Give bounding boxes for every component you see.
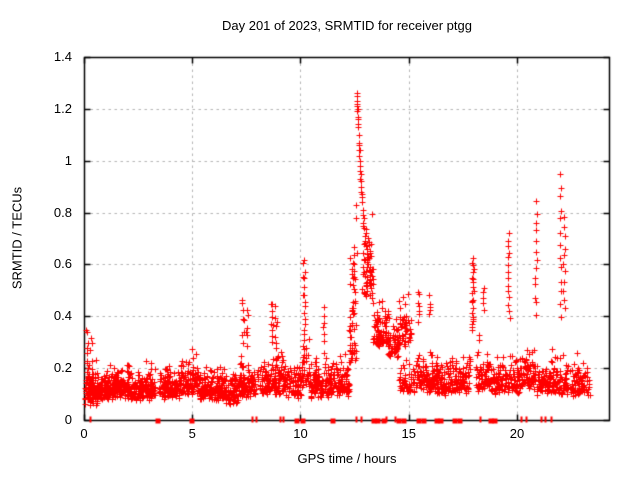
y-tick-label-1.4: 1.4 [53,49,72,64]
x-tick-label-0: 0 [80,426,88,441]
y-tick-label-0: 0 [64,412,72,427]
x-tick-label-5: 5 [188,426,196,441]
chart-title: Day 201 of 2023, SRMTID for receiver ptg… [221,18,472,33]
x-tick-label-10: 10 [293,426,308,441]
x-tick-label-20: 20 [509,426,525,441]
x-axis-label: GPS time / hours [297,451,397,466]
x-tick-label-15: 15 [401,426,416,441]
y-tick-label-0.4: 0.4 [53,308,72,324]
y-tick-label-0.6: 0.6 [53,256,72,272]
y-tick-label-0.8: 0.8 [53,204,72,220]
y-tick-label-1.2: 1.2 [53,100,72,116]
y-axis-label: SRMTID / TECUs [9,186,25,290]
y-tick-label-0.2: 0.2 [53,360,72,376]
y-tick-label-1: 1 [64,152,72,168]
